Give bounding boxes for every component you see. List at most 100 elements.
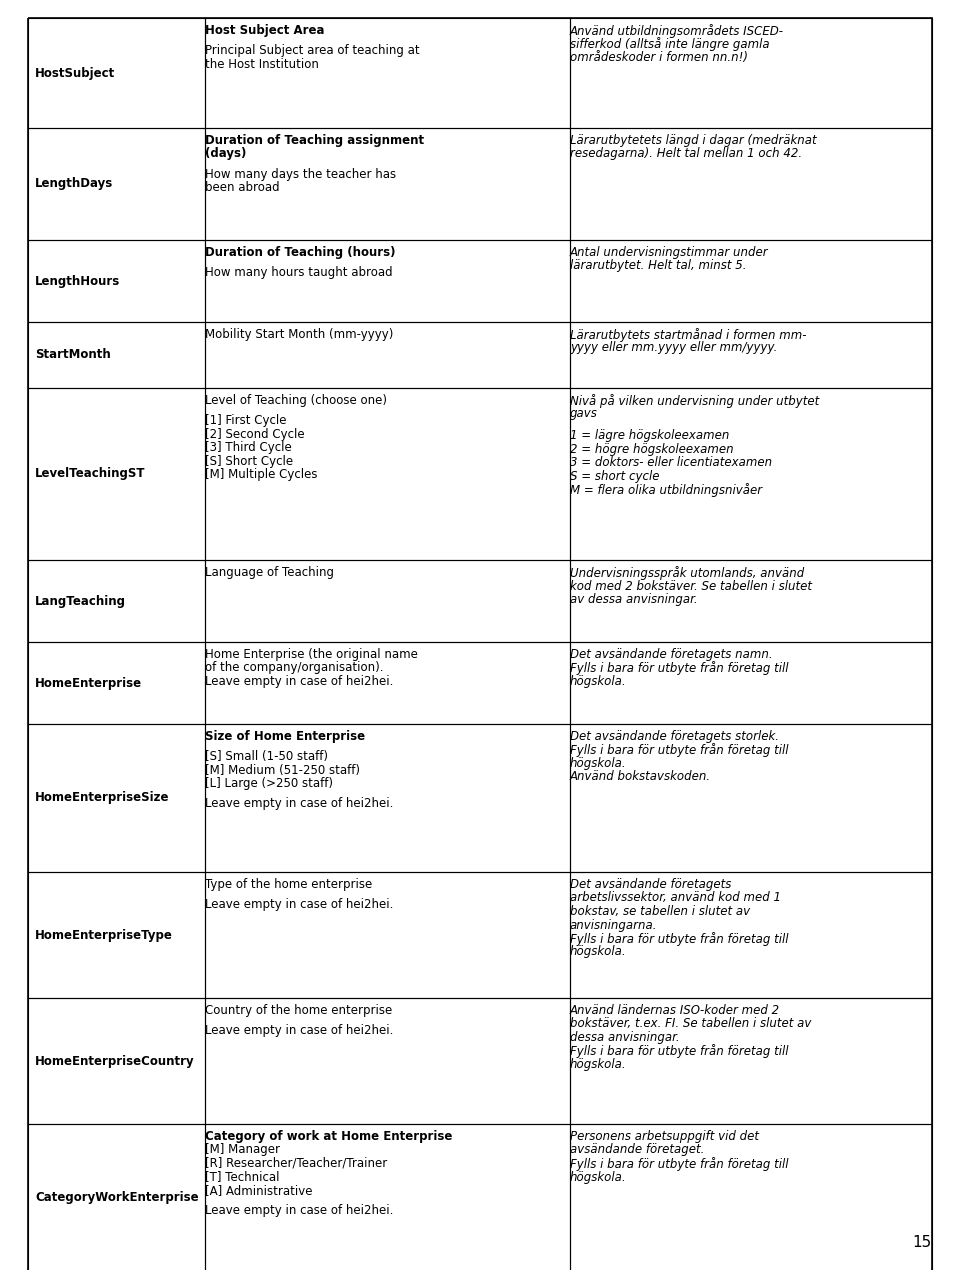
Text: HostSubject: HostSubject — [35, 66, 115, 80]
Text: [M] Medium (51-250 staff): [M] Medium (51-250 staff) — [205, 763, 360, 777]
Text: the Host Institution: the Host Institution — [205, 57, 319, 71]
Bar — [28, 560, 205, 643]
Text: Personens arbetsuppgift vid det: Personens arbetsuppgift vid det — [570, 1130, 759, 1143]
Bar — [570, 323, 932, 389]
Text: yyyy eller mm.yyyy eller mm/yyyy.: yyyy eller mm.yyyy eller mm/yyyy. — [570, 342, 778, 354]
Text: Det avsändande företagets: Det avsändande företagets — [570, 878, 732, 892]
Text: HomeEnterpriseSize: HomeEnterpriseSize — [35, 791, 170, 804]
Text: Type of the home enterprise: Type of the home enterprise — [205, 878, 372, 892]
Text: Använd ländernas ISO-koder med 2: Använd ländernas ISO-koder med 2 — [570, 1005, 780, 1017]
Bar — [570, 1124, 932, 1270]
Text: HomeEnterpriseCountry: HomeEnterpriseCountry — [35, 1054, 195, 1068]
Text: [3] Third Cycle: [3] Third Cycle — [205, 441, 292, 455]
Text: Category of work at Home Enterprise: Category of work at Home Enterprise — [205, 1130, 452, 1143]
Text: been abroad: been abroad — [205, 182, 279, 194]
Text: [1] First Cycle: [1] First Cycle — [205, 414, 286, 427]
Text: avsändande företaget.: avsändande företaget. — [570, 1143, 705, 1157]
Text: Mobility Start Month (mm-yyyy): Mobility Start Month (mm-yyyy) — [205, 328, 394, 342]
Text: Fylls i bara för utbyte från företag till: Fylls i bara för utbyte från företag til… — [570, 1044, 788, 1058]
Text: av dessa anvisningar.: av dessa anvisningar. — [570, 593, 698, 606]
Text: How many hours taught abroad: How many hours taught abroad — [205, 267, 393, 279]
Bar — [205, 128, 570, 240]
Text: Använd utbildningsområdets ISCED-: Använd utbildningsområdets ISCED- — [570, 24, 784, 38]
Bar — [205, 389, 570, 560]
Bar — [570, 724, 932, 872]
Bar — [570, 998, 932, 1124]
Text: Language of Teaching: Language of Teaching — [205, 566, 334, 579]
Text: Level of Teaching (choose one): Level of Teaching (choose one) — [205, 394, 387, 406]
Text: Host Subject Area: Host Subject Area — [205, 24, 324, 37]
Text: 3 = doktors- eller licentiatexamen: 3 = doktors- eller licentiatexamen — [570, 456, 772, 469]
Text: bokstav, se tabellen i slutet av: bokstav, se tabellen i slutet av — [570, 906, 750, 918]
Text: kod med 2 bokstäver. Se tabellen i slutet: kod med 2 bokstäver. Se tabellen i slute… — [570, 579, 812, 593]
Bar — [570, 872, 932, 998]
Text: Det avsändande företagets storlek.: Det avsändande företagets storlek. — [570, 730, 779, 743]
Text: Nivå på vilken undervisning under utbytet: Nivå på vilken undervisning under utbyte… — [570, 394, 819, 408]
Bar — [570, 240, 932, 323]
Text: dessa anvisningar.: dessa anvisningar. — [570, 1031, 680, 1044]
Text: bokstäver, t.ex. FI. Se tabellen i slutet av: bokstäver, t.ex. FI. Se tabellen i slute… — [570, 1017, 811, 1030]
Text: [A] Administrative: [A] Administrative — [205, 1184, 313, 1198]
Bar — [570, 560, 932, 643]
Text: Principal Subject area of teaching at: Principal Subject area of teaching at — [205, 44, 420, 57]
Text: 15: 15 — [913, 1234, 932, 1250]
Text: högskola.: högskola. — [570, 945, 627, 959]
Bar — [205, 724, 570, 872]
Text: 2 = högre högskoleexamen: 2 = högre högskoleexamen — [570, 443, 733, 456]
Text: How many days the teacher has: How many days the teacher has — [205, 168, 396, 180]
Bar — [28, 240, 205, 323]
Bar — [205, 1124, 570, 1270]
Bar — [28, 643, 205, 724]
Text: LengthHours: LengthHours — [35, 274, 120, 287]
Bar — [28, 323, 205, 389]
Bar — [205, 560, 570, 643]
Text: LengthDays: LengthDays — [35, 178, 113, 190]
Bar — [28, 128, 205, 240]
Bar — [205, 18, 570, 128]
Text: S = short cycle: S = short cycle — [570, 470, 660, 483]
Text: CategoryWorkEnterprise: CategoryWorkEnterprise — [35, 1191, 199, 1204]
Text: Leave empty in case of hei2hei.: Leave empty in case of hei2hei. — [205, 898, 394, 912]
Text: Lärarutbytetets längd i dagar (medräknat: Lärarutbytetets längd i dagar (medräknat — [570, 135, 817, 147]
Text: [T] Technical: [T] Technical — [205, 1171, 279, 1184]
Text: högskola.: högskola. — [570, 1171, 627, 1184]
Text: LevelTeachingST: LevelTeachingST — [35, 467, 146, 480]
Text: arbetslivssektor, använd kod med 1: arbetslivssektor, använd kod med 1 — [570, 892, 781, 904]
Bar — [570, 18, 932, 128]
Text: Fylls i bara för utbyte från företag till: Fylls i bara för utbyte från företag til… — [570, 932, 788, 946]
Text: anvisningarna.: anvisningarna. — [570, 918, 658, 931]
Text: M = flera olika utbildningsnivåer: M = flera olika utbildningsnivåer — [570, 483, 762, 497]
Text: sifferkod (alltså inte längre gamla: sifferkod (alltså inte längre gamla — [570, 38, 770, 52]
Text: Fylls i bara för utbyte från företag till: Fylls i bara för utbyte från företag til… — [570, 662, 788, 676]
Text: högskola.: högskola. — [570, 1058, 627, 1071]
Text: [M] Multiple Cycles: [M] Multiple Cycles — [205, 469, 318, 481]
Bar — [28, 998, 205, 1124]
Text: [L] Large (>250 staff): [L] Large (>250 staff) — [205, 777, 333, 790]
Text: resedagarna). Helt tal mellan 1 och 42.: resedagarna). Helt tal mellan 1 och 42. — [570, 147, 803, 160]
Text: (days): (days) — [205, 147, 247, 160]
Text: of the company/organisation).: of the company/organisation). — [205, 662, 383, 674]
Text: LangTeaching: LangTeaching — [35, 594, 126, 607]
Text: gavs: gavs — [570, 408, 598, 420]
Text: 1 = lägre högskoleexamen: 1 = lägre högskoleexamen — [570, 429, 730, 442]
Text: Duration of Teaching assignment: Duration of Teaching assignment — [205, 135, 424, 147]
Bar — [205, 323, 570, 389]
Bar — [570, 643, 932, 724]
Text: Använd bokstavskoden.: Använd bokstavskoden. — [570, 771, 711, 784]
Text: Leave empty in case of hei2hei.: Leave empty in case of hei2hei. — [205, 798, 394, 810]
Text: lärarutbytet. Helt tal, minst 5.: lärarutbytet. Helt tal, minst 5. — [570, 259, 747, 273]
Bar — [570, 389, 932, 560]
Bar — [28, 1124, 205, 1270]
Text: Undervisningsspråk utomlands, använd: Undervisningsspråk utomlands, använd — [570, 566, 804, 580]
Bar — [28, 724, 205, 872]
Text: Home Enterprise (the original name: Home Enterprise (the original name — [205, 648, 418, 660]
Bar — [28, 18, 205, 128]
Text: områdeskoder i formen nn.n!): områdeskoder i formen nn.n!) — [570, 51, 748, 64]
Text: HomeEnterpriseType: HomeEnterpriseType — [35, 928, 173, 941]
Text: Fylls i bara för utbyte från företag till: Fylls i bara för utbyte från företag til… — [570, 743, 788, 757]
Text: [R] Researcher/Teacher/Trainer: [R] Researcher/Teacher/Trainer — [205, 1157, 387, 1170]
Text: [M] Manager: [M] Manager — [205, 1143, 280, 1157]
Bar — [28, 872, 205, 998]
Text: HomeEnterprise: HomeEnterprise — [35, 677, 142, 690]
Bar — [205, 998, 570, 1124]
